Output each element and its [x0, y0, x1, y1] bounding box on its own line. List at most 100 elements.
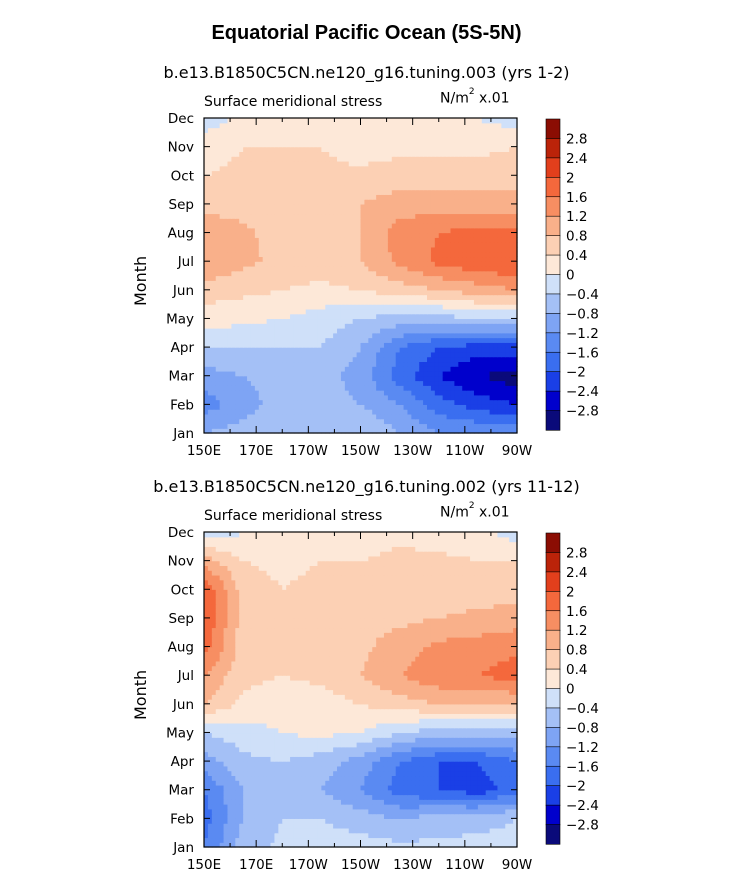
units-label: N/m2 x.01: [440, 87, 510, 107]
contour-cell: [348, 165, 354, 172]
contour-cell: [497, 337, 502, 343]
contour-cell: [227, 203, 232, 210]
contour-cell: [477, 342, 483, 348]
contour-cell: [282, 380, 287, 386]
contour-cell: [473, 289, 479, 296]
contour-cell: [438, 223, 444, 229]
contour-cell: [489, 328, 495, 334]
contour-cell: [473, 189, 479, 195]
contour-cell: [391, 294, 397, 300]
contour-cell: [211, 318, 217, 324]
contour-cell: [446, 361, 452, 367]
contour-cell: [387, 304, 393, 310]
contour-cell: [274, 323, 279, 329]
contour-cell: [399, 170, 405, 176]
contour-cell: [458, 199, 463, 205]
contour-cell: [489, 299, 495, 305]
contour-cell: [403, 156, 409, 162]
contour-cell: [395, 375, 401, 382]
contour-cell: [458, 375, 463, 382]
contour-cell: [243, 280, 248, 286]
contour-cell: [227, 375, 232, 382]
contour-cell: [493, 170, 499, 176]
contour-cell: [485, 351, 491, 358]
contour-cell: [215, 223, 221, 229]
contour-cell: [321, 256, 326, 262]
contour-cell: [227, 251, 232, 258]
contour-cell: [427, 351, 432, 358]
contour-cell: [415, 370, 420, 377]
contour-cell: [407, 418, 412, 425]
contour-cell: [235, 270, 240, 277]
contour-cell: [262, 285, 268, 291]
contour-cell: [266, 304, 272, 310]
contour-cell: [250, 165, 256, 172]
contour-cell: [485, 184, 491, 191]
contour-cell: [407, 175, 412, 181]
contour-cell: [446, 137, 452, 143]
contour-cell: [325, 409, 330, 415]
contour-cell: [211, 141, 217, 148]
contour-cell: [505, 246, 510, 253]
units-scale: x.01: [474, 90, 510, 107]
contour-cell: [235, 151, 240, 157]
contour-cell: [309, 318, 315, 324]
contour-cell: [415, 366, 420, 372]
contour-cell: [423, 347, 428, 353]
contour-cell: [493, 189, 499, 195]
contour-cell: [450, 394, 455, 401]
contour-cell: [450, 332, 455, 339]
contour-cell: [427, 342, 432, 348]
contour-cell: [466, 399, 471, 405]
contour-cell: [493, 237, 499, 243]
contour-cell: [387, 385, 393, 391]
contour-cell: [243, 356, 248, 363]
contour-cell: [231, 366, 236, 372]
contour-cell: [427, 165, 432, 172]
contour-cell: [376, 180, 381, 186]
contour-cell: [215, 294, 221, 300]
contour-cell: [235, 227, 240, 234]
contour-cell: [481, 404, 487, 410]
contour-cell: [442, 180, 448, 186]
contour-cell: [513, 208, 518, 215]
contour-cell: [466, 175, 471, 181]
contour-cell: [258, 323, 264, 329]
contour-cell: [442, 323, 448, 329]
contour-cell: [481, 428, 487, 434]
contour-cell: [250, 184, 256, 191]
contour-cell: [231, 351, 236, 358]
contour-cell: [360, 160, 366, 167]
contour-cell: [473, 380, 479, 386]
contour-cell: [270, 261, 276, 267]
contour-cell: [360, 361, 366, 367]
contour-cell: [383, 337, 389, 343]
contour-cell: [446, 141, 452, 148]
contour-cell: [430, 318, 436, 324]
contour-cell: [204, 213, 209, 219]
contour-cell: [399, 294, 405, 300]
contour-cell: [274, 261, 279, 267]
contour-cell: [352, 270, 358, 277]
contour-cell: [430, 361, 436, 367]
contour-cell: [477, 413, 483, 420]
contour-cell: [419, 261, 424, 267]
contour-cell: [368, 423, 373, 429]
contour-cell: [427, 203, 432, 210]
contour-cell: [513, 199, 518, 205]
contour-cell: [481, 170, 487, 176]
contour-cell: [485, 189, 491, 195]
contour-cell: [458, 180, 463, 186]
contour-cell: [290, 213, 295, 219]
contour-cell: [333, 146, 338, 153]
contour-cell: [325, 213, 330, 219]
contour-cell: [446, 285, 452, 291]
contour-cell: [497, 213, 502, 219]
contour-cell: [325, 223, 330, 229]
contour-cell: [395, 189, 401, 195]
contour-cell: [458, 213, 463, 219]
contour-cell: [301, 285, 307, 291]
contour-cell: [344, 318, 350, 324]
contour-cell: [317, 251, 322, 258]
contour-cell: [509, 199, 514, 205]
